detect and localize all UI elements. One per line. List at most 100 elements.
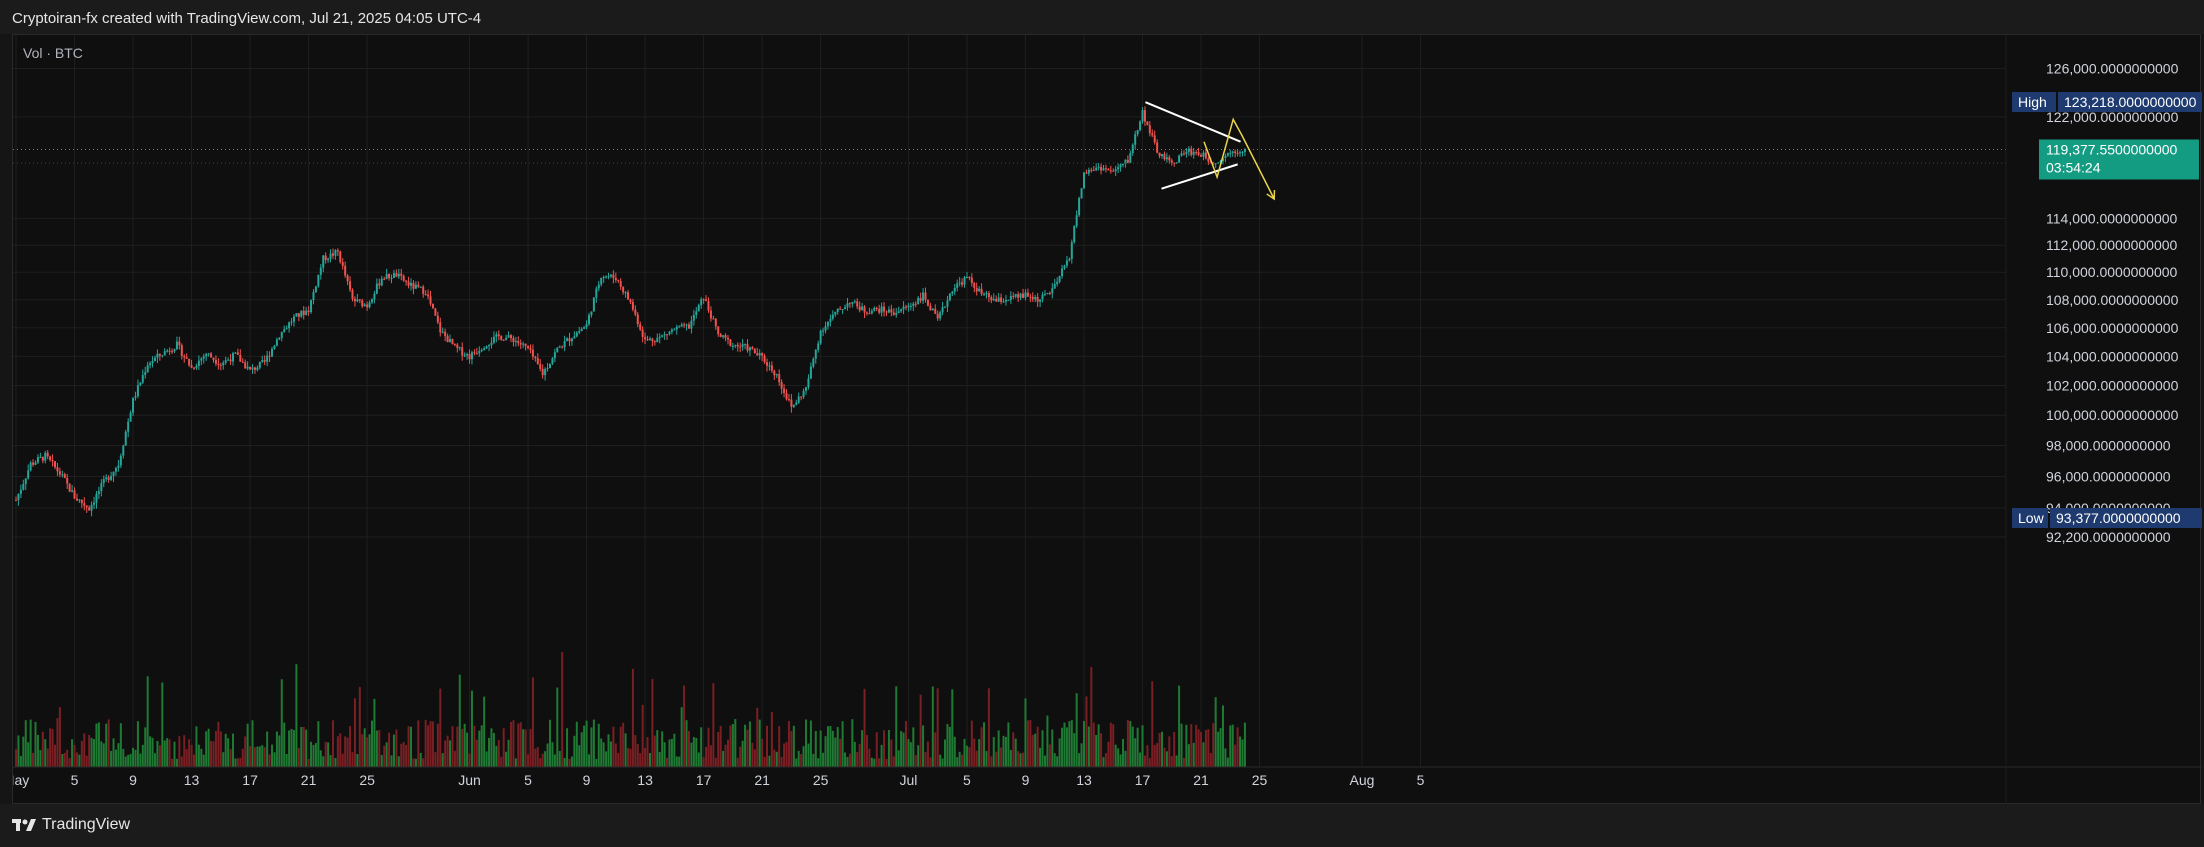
candle-body — [973, 282, 976, 288]
volume-bar — [675, 756, 678, 767]
candle-body — [505, 337, 508, 340]
volume-bar — [349, 726, 352, 767]
trendline-support[interactable] — [1161, 163, 1238, 190]
low-badge: Low 93,377.0000000000 — [2012, 508, 2202, 528]
volume-indicator-label[interactable]: Vol · BTC — [23, 45, 83, 61]
volume-bar — [449, 740, 452, 767]
candle-body — [146, 365, 149, 373]
candle-body — [266, 355, 269, 362]
candle-body — [887, 309, 890, 313]
volume-bar — [1212, 723, 1215, 767]
price-tick-label: 102,000.0000000000 — [2046, 377, 2179, 393]
candle-body — [807, 378, 810, 388]
volume-bar — [124, 756, 127, 767]
candle-body — [378, 283, 381, 286]
candle-body — [1165, 157, 1168, 160]
volume-bar — [388, 732, 391, 767]
candle-body — [892, 312, 895, 315]
candle-body — [244, 362, 247, 369]
volume-bar — [1095, 735, 1098, 767]
volume-bar — [1085, 696, 1088, 767]
volume-bar — [271, 744, 274, 767]
candle-body — [1200, 154, 1203, 157]
time-tick-label: 25 — [1252, 772, 1268, 788]
candle-body — [741, 344, 744, 347]
volume-bar — [585, 720, 588, 767]
volume-bar — [883, 730, 886, 767]
volume-bar — [336, 736, 339, 767]
volume-bar — [441, 753, 444, 767]
chart-title: Cryptoiran-fx created with TradingView.c… — [12, 10, 482, 27]
time-axis[interactable]: May 5 9 13 17 21 25 Jun 5 9 13 17 21 25 Jul 5 9 13 17 21 25 A… — [13, 766, 2202, 788]
high-badge: High 123,218.0000000000 — [2012, 92, 2202, 112]
candle-body — [958, 282, 961, 284]
volume-bar — [831, 730, 834, 767]
candle-body — [54, 461, 57, 468]
volume-bar — [614, 743, 617, 767]
candle-body — [83, 503, 86, 506]
volume-bar — [1229, 725, 1232, 767]
volume-bar — [156, 741, 159, 767]
price-chart[interactable]: 126,000.0000000000 122,000.0000000000 114,… — [13, 35, 2202, 805]
volume-bar — [322, 756, 325, 767]
volume-bar — [324, 741, 327, 767]
candle-body — [129, 412, 132, 422]
chart-frame[interactable]: 126,000.0000000000 122,000.0000000000 114,… — [12, 34, 2202, 805]
candle-body — [390, 278, 393, 280]
volume-bar — [310, 741, 313, 767]
volume-bar — [1029, 720, 1032, 767]
candle-body — [902, 306, 905, 310]
volume-bar — [814, 730, 817, 767]
price-axis[interactable]: 126,000.0000000000 122,000.0000000000 114,… — [2046, 61, 2179, 546]
candle-body — [114, 467, 117, 472]
low-badge-label-bg — [2012, 508, 2048, 528]
candle-body — [673, 329, 676, 331]
volume-bar — [197, 744, 200, 767]
volume-bar — [1000, 747, 1003, 767]
candle-body — [1136, 130, 1139, 135]
projection-path[interactable] — [1203, 117, 1275, 200]
volume-bar — [427, 725, 430, 767]
candle-body — [78, 499, 81, 501]
candle-body — [236, 352, 239, 355]
candle-body — [310, 300, 313, 313]
volume-bar — [63, 752, 66, 767]
volume-bar — [363, 728, 366, 767]
volume-bar — [258, 746, 261, 767]
volume-bar — [607, 734, 610, 767]
candle-body — [490, 342, 493, 346]
candle-body — [436, 315, 439, 323]
candle-body — [305, 310, 308, 315]
candle-body — [485, 346, 488, 349]
volume-bar — [463, 723, 466, 767]
last-price-value: 119,377.5500000000 — [2046, 141, 2178, 157]
volume-bar — [668, 739, 671, 767]
candle-body — [483, 348, 486, 350]
triangle-trendlines[interactable] — [1145, 101, 1241, 190]
candle-body — [1087, 169, 1090, 174]
volume-bar — [114, 749, 117, 767]
volume-bar — [570, 756, 573, 767]
candle-body — [22, 483, 25, 490]
volume-bar — [636, 744, 639, 767]
volume-bar — [41, 731, 44, 767]
candle-body — [95, 493, 98, 503]
volume-bar — [431, 721, 434, 767]
tradingview-logo[interactable]: TradingView — [12, 816, 130, 834]
volume-bar — [392, 734, 395, 767]
candle-body — [246, 366, 249, 369]
volume-bar — [470, 690, 473, 767]
volume-bar — [1063, 722, 1066, 767]
candle-body — [519, 343, 522, 345]
volume-bar — [412, 758, 415, 767]
candle-body — [451, 339, 454, 345]
trendline-resistance[interactable] — [1145, 101, 1241, 143]
candle-body — [336, 250, 339, 252]
volume-bar — [212, 741, 215, 767]
volume-bar — [926, 741, 929, 767]
candle-body — [1109, 170, 1112, 172]
candle-body — [197, 360, 200, 367]
time-tick-label: 21 — [1193, 772, 1209, 788]
volume-bar — [1163, 747, 1166, 767]
volume-bar — [112, 738, 115, 767]
